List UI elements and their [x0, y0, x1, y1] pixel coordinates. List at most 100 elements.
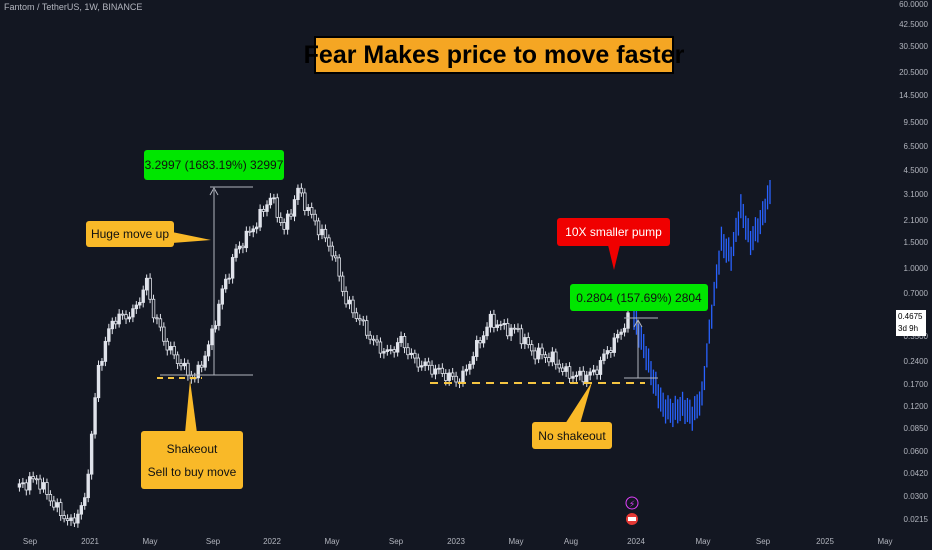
- candle-body: [585, 374, 589, 383]
- candle-body: [420, 365, 424, 368]
- y-tick-label: 3.1000: [904, 190, 929, 199]
- bar-countdown: 3d 9h: [898, 324, 919, 333]
- candle-body: [76, 513, 80, 524]
- candle-body: [347, 299, 352, 305]
- candle-body: [382, 351, 386, 354]
- y-tick-label: 6.5000: [904, 142, 929, 151]
- y-tick-label: 0.1700: [904, 380, 929, 389]
- callout-pointer: [172, 232, 211, 243]
- candle-body: [138, 302, 142, 306]
- candle-body: [199, 364, 204, 368]
- last-price: 0.4675: [898, 312, 923, 321]
- candle-body: [440, 367, 445, 374]
- x-tick-label: 2024: [627, 537, 645, 546]
- y-tick-label: 9.5000: [904, 118, 929, 127]
- candle-body: [519, 328, 524, 345]
- candle-body: [227, 277, 231, 280]
- candle-body: [213, 325, 218, 330]
- candle-body: [303, 192, 307, 211]
- candle-body: [364, 320, 369, 336]
- lightning-glyph: ⚡: [629, 499, 635, 509]
- candle-body: [72, 517, 77, 524]
- candle-body: [124, 314, 128, 320]
- candle-body: [31, 476, 35, 480]
- callout-pointer: [565, 382, 592, 424]
- candle-body: [351, 299, 355, 314]
- x-tick-label: Sep: [23, 537, 38, 546]
- candle-body: [120, 313, 125, 316]
- candle-body: [554, 351, 558, 365]
- y-tick-label: 0.0600: [904, 447, 929, 456]
- candle-body: [258, 208, 262, 228]
- candle-body: [447, 372, 451, 381]
- candle-body: [475, 340, 479, 357]
- candle-body: [444, 373, 448, 381]
- candle-body: [38, 478, 42, 490]
- candle-body: [423, 361, 427, 367]
- candle-body: [86, 473, 90, 499]
- candle-body: [602, 353, 606, 361]
- symbol-title: Fantom / TetherUS, 1W, BINANCE: [4, 2, 143, 12]
- candle-body: [162, 326, 166, 342]
- y-tick-label: 2.1000: [904, 216, 929, 225]
- candle-body: [354, 312, 359, 319]
- y-tick-label: 0.0215: [904, 515, 929, 524]
- candle-body: [512, 327, 517, 330]
- candle-body: [547, 357, 551, 363]
- callout-huge-move: Huge move up: [86, 221, 174, 247]
- x-tick-label: 2025: [816, 537, 834, 546]
- measure-label-1: 3.2997 (1683.19%) 32997: [144, 150, 284, 180]
- x-tick-label: May: [695, 537, 710, 546]
- candle-body: [581, 370, 586, 383]
- candle-body: [609, 350, 613, 353]
- candle-body: [234, 248, 238, 258]
- candle-body: [578, 370, 582, 376]
- candle-body: [368, 334, 372, 340]
- candle-body: [217, 303, 221, 326]
- candle-body: [426, 361, 431, 366]
- candle-body: [203, 355, 207, 368]
- candle-body: [251, 228, 255, 233]
- callout-no-shakeout: No shakeout: [532, 422, 612, 449]
- candle-body: [127, 316, 132, 320]
- candle-body: [344, 290, 348, 305]
- candle-body: [406, 347, 410, 356]
- candle-body: [220, 288, 224, 305]
- candle-body: [206, 344, 211, 357]
- y-tick-label: 1.5000: [904, 238, 929, 247]
- candle-body: [244, 230, 249, 249]
- candle-body: [175, 354, 180, 364]
- candle-body: [268, 197, 273, 206]
- candle-body: [103, 340, 108, 362]
- y-tick-label: 30.5000: [899, 42, 928, 51]
- candle-body: [100, 361, 104, 366]
- candle-body: [481, 335, 486, 344]
- candle-body: [505, 322, 510, 337]
- candle-body: [299, 187, 304, 194]
- shakeout-title: Shakeout: [166, 441, 218, 456]
- candle-body: [536, 347, 541, 360]
- candle-body: [375, 339, 379, 343]
- candlestick-series: [17, 183, 630, 528]
- candle-body: [409, 352, 414, 356]
- candle-body: [241, 245, 245, 249]
- x-tick-label: May: [877, 537, 892, 546]
- candle-body: [279, 216, 283, 223]
- candle-body: [392, 349, 396, 353]
- candle-body: [292, 199, 297, 217]
- lightning-icon[interactable]: [625, 496, 639, 510]
- candle-body: [595, 369, 599, 375]
- y-tick-label: 1.0000: [904, 264, 929, 273]
- candle-body: [533, 350, 537, 360]
- candle-body: [530, 344, 534, 352]
- candle-body: [48, 493, 53, 502]
- candle-body: [478, 340, 482, 344]
- candle-body: [275, 197, 280, 218]
- candle-body: [55, 502, 59, 508]
- candle-body: [296, 187, 300, 200]
- x-tick-label: 2023: [447, 537, 465, 546]
- projection-series: [633, 179, 771, 431]
- candle-body: [224, 278, 228, 290]
- candle-body: [622, 327, 627, 333]
